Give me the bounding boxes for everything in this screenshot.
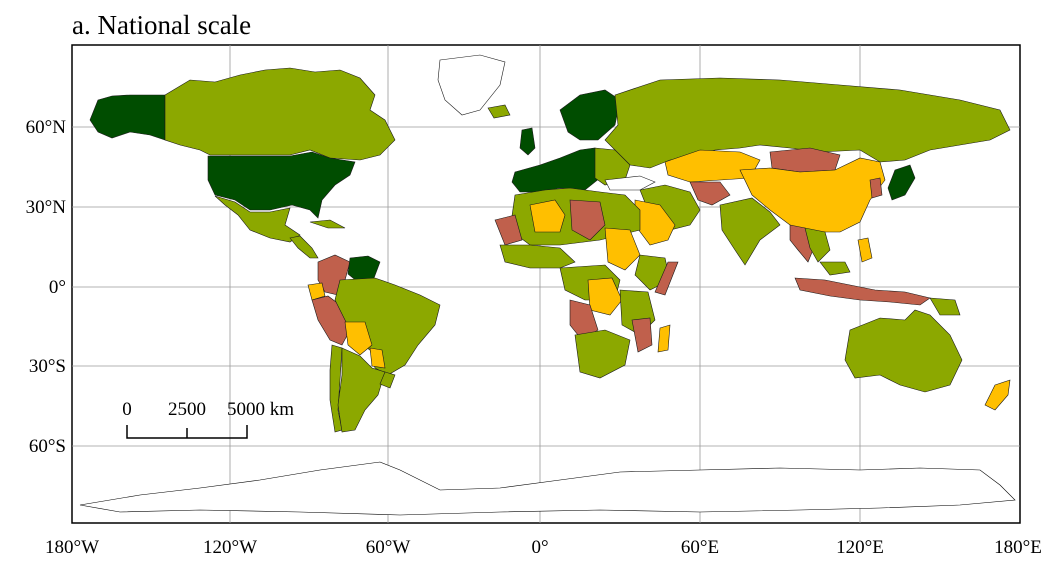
country-ecuador [307, 282, 326, 301]
country-paraguay [369, 347, 386, 369]
country-scandinavia [559, 89, 621, 141]
country-russia [604, 77, 1011, 169]
lon-label-120e: 120°E [836, 537, 884, 558]
country-philippines [857, 237, 873, 263]
country-argentina [337, 347, 386, 433]
countries [79, 54, 1016, 516]
country-india [719, 197, 781, 266]
scale-bar-line [126, 425, 248, 439]
lon-label-180e: 180°E [994, 537, 1042, 558]
country-indochina [804, 227, 831, 263]
country-indonesia [794, 277, 931, 306]
country-malaysia [819, 261, 851, 276]
country-uk [519, 127, 536, 156]
country-central-asia [689, 181, 731, 206]
country-usa [207, 151, 356, 219]
country-bolivia [344, 321, 373, 356]
country-sudan [604, 227, 641, 271]
country-somalia [654, 261, 679, 296]
lon-labels: 180°W 120°W 60°W 0° 60°E 120°E 180°E [45, 537, 1042, 558]
country-turkey [604, 175, 656, 191]
lat-label-0: 0° [49, 277, 66, 298]
country-mexico [214, 195, 301, 243]
country-canada [164, 67, 396, 161]
country-cuba [309, 219, 346, 229]
lon-label-60e: 60°E [681, 537, 719, 558]
country-algeria [529, 199, 566, 233]
lon-label-60w: 60°W [366, 537, 411, 558]
country-central-america [289, 235, 319, 259]
lat-label-30n: 30°N [26, 197, 67, 218]
lat-labels: 60°N 30°N 0° 30°S 60°S [26, 117, 67, 457]
country-new-zealand [984, 379, 1011, 411]
lat-label-60s: 60°S [29, 436, 66, 457]
lat-label-60n: 60°N [26, 117, 67, 138]
country-madagascar [657, 324, 671, 353]
country-alaska [89, 94, 166, 141]
scale-label-0: 0 [122, 399, 132, 420]
scale-label-2500: 2500 [168, 399, 206, 420]
country-mozambique [631, 317, 653, 353]
country-libya [569, 199, 606, 241]
country-japan [887, 164, 916, 201]
country-uruguay [379, 371, 396, 389]
map-title: a. National scale [72, 10, 252, 40]
lon-label-0: 0° [531, 537, 548, 558]
country-southern-africa [574, 329, 631, 379]
country-mauritania [494, 214, 523, 246]
lon-label-180w: 180°W [45, 537, 99, 558]
scale-bar: 0 2500 5000 km [122, 399, 294, 439]
country-korea [869, 177, 883, 199]
country-greenland [437, 54, 506, 116]
antarctica [79, 461, 1016, 516]
lon-label-120w: 120°W [203, 537, 257, 558]
country-png [929, 297, 961, 316]
lat-label-30s: 30°S [29, 356, 66, 377]
country-china [739, 157, 886, 233]
country-iceland [487, 104, 511, 119]
country-west-africa [499, 244, 576, 269]
country-australia [844, 309, 963, 393]
scale-label-5000: 5000 km [227, 399, 294, 420]
